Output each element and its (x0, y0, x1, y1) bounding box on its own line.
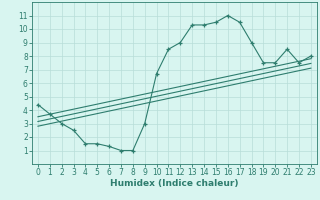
X-axis label: Humidex (Indice chaleur): Humidex (Indice chaleur) (110, 179, 239, 188)
